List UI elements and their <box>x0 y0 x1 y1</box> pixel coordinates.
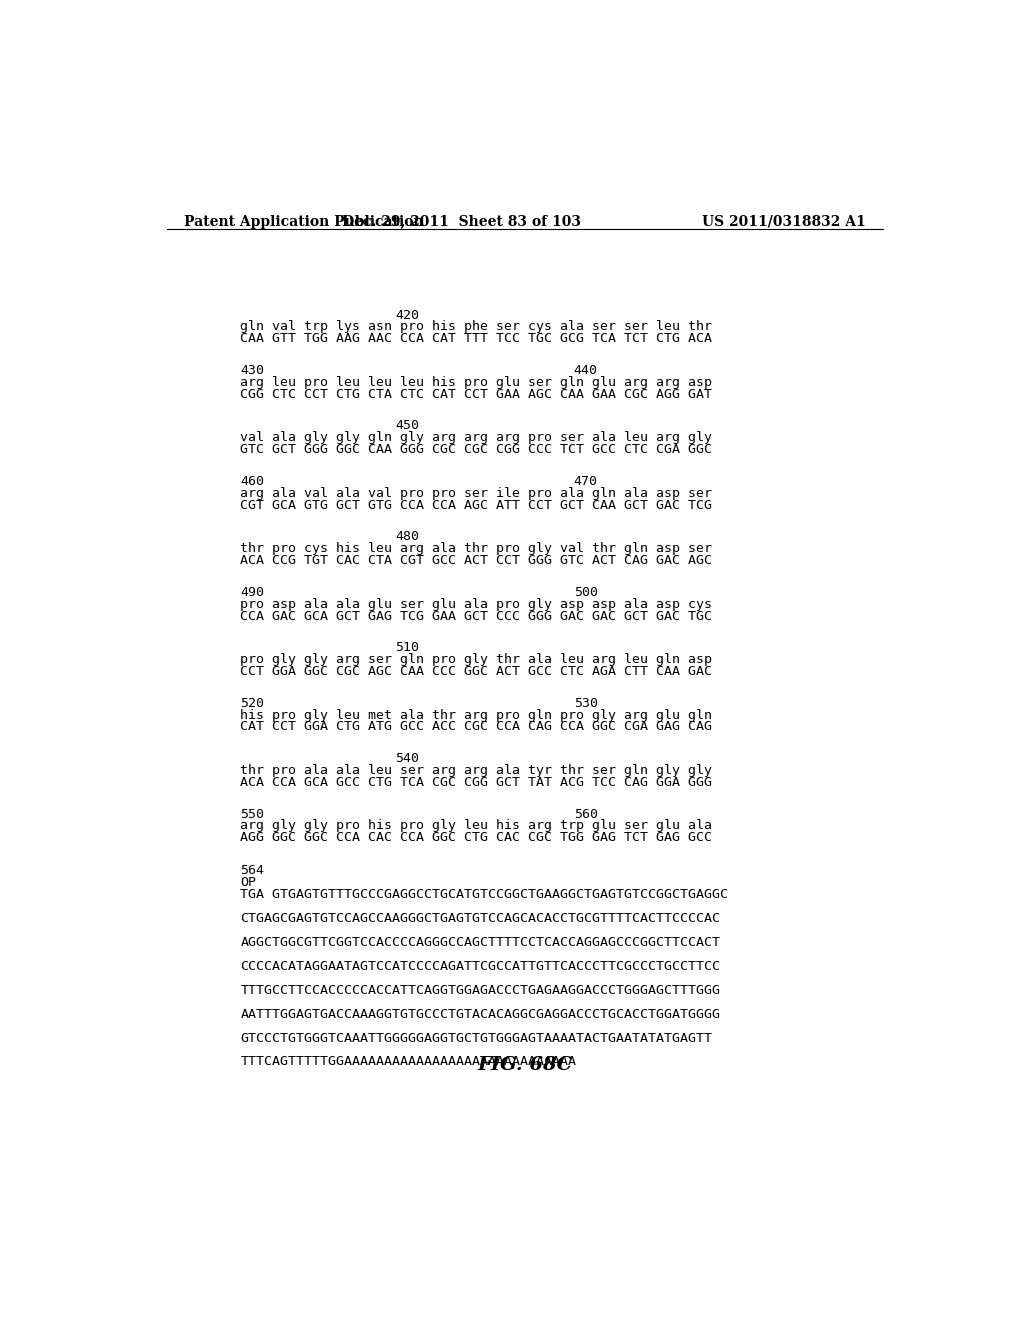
Text: arg gly gly pro his pro gly leu his arg trp glu ser glu ala: arg gly gly pro his pro gly leu his arg … <box>241 820 713 833</box>
Text: CGG CTC CCT CTG CTA CTC CAT CCT GAA AGC CAA GAA CGC AGG GAT: CGG CTC CCT CTG CTA CTC CAT CCT GAA AGC … <box>241 388 713 401</box>
Text: arg leu pro leu leu leu his pro glu ser gln glu arg arg asp: arg leu pro leu leu leu his pro glu ser … <box>241 376 713 389</box>
Text: 500: 500 <box>573 586 598 599</box>
Text: AGGCTGGCGTTCGGTCCACCCCAGGGCCAGCTTTTCCTCACCAGGAGCCCGGCTTCCACT: AGGCTGGCGTTCGGTCCACCCCAGGGCCAGCTTTTCCTCA… <box>241 936 720 949</box>
Text: 550: 550 <box>241 808 264 821</box>
Text: his pro gly leu met ala thr arg pro gln pro gly arg glu gln: his pro gly leu met ala thr arg pro gln … <box>241 709 713 722</box>
Text: thr pro ala ala leu ser arg arg ala tyr thr ser gln gly gly: thr pro ala ala leu ser arg arg ala tyr … <box>241 764 713 777</box>
Text: US 2011/0318832 A1: US 2011/0318832 A1 <box>702 215 866 228</box>
Text: ACA CCA GCA GCC CTG TCA CGC CGG GCT TAT ACG TCC CAG GGA GGG: ACA CCA GCA GCC CTG TCA CGC CGG GCT TAT … <box>241 776 713 789</box>
Text: 430: 430 <box>241 364 264 378</box>
Text: 560: 560 <box>573 808 598 821</box>
Text: CCT GGA GGC CGC AGC CAA CCC GGC ACT GCC CTC AGA CTT CAA GAC: CCT GGA GGC CGC AGC CAA CCC GGC ACT GCC … <box>241 665 713 678</box>
Text: TTTGCCTTCCACCCCCACCATTCAGGTGGAGACCCTGAGAAGGACCCTGGGAGCTTTGGG: TTTGCCTTCCACCCCCACCATTCAGGTGGAGACCCTGAGA… <box>241 983 720 997</box>
Text: pro gly gly arg ser gln pro gly thr ala leu arg leu gln asp: pro gly gly arg ser gln pro gly thr ala … <box>241 653 713 667</box>
Text: arg ala val ala val pro pro ser ile pro ala gln ala asp ser: arg ala val ala val pro pro ser ile pro … <box>241 487 713 500</box>
Text: 470: 470 <box>573 475 598 488</box>
Text: 490: 490 <box>241 586 264 599</box>
Text: gln val trp lys asn pro his phe ser cys ala ser ser leu thr: gln val trp lys asn pro his phe ser cys … <box>241 321 713 334</box>
Text: 440: 440 <box>573 364 598 378</box>
Text: CCCCACATAGGAATAGTCCATCCCCAGATTCGCCATTGTTCACCCTTCGCCCTGCCTTCC: CCCCACATAGGAATAGTCCATCCCCAGATTCGCCATTGTT… <box>241 960 720 973</box>
Text: thr pro cys his leu arg ala thr pro gly val thr gln asp ser: thr pro cys his leu arg ala thr pro gly … <box>241 543 713 556</box>
Text: CTGAGCGAGTGTCCAGCCAAGGGCTGAGTGTCCAGCACACCTGCGTTTTCACTTCCCCAC: CTGAGCGAGTGTCCAGCCAAGGGCTGAGTGTCCAGCACAC… <box>241 912 720 925</box>
Text: 480: 480 <box>395 531 420 544</box>
Text: TGA GTGAGTGTTTGCCCGAGGCCTGCATGTCCGGCTGAAGGCTGAGTGTCCGGCTGAGGC: TGA GTGAGTGTTTGCCCGAGGCCTGCATGTCCGGCTGAA… <box>241 888 728 902</box>
Text: CAT CCT GGA CTG ATG GCC ACC CGC CCA CAG CCA GGC CGA GAG CAG: CAT CCT GGA CTG ATG GCC ACC CGC CCA CAG … <box>241 721 713 734</box>
Text: Dec. 29, 2011  Sheet 83 of 103: Dec. 29, 2011 Sheet 83 of 103 <box>342 215 581 228</box>
Text: AGG GGC GGC CCA CAC CCA GGC CTG CAC CGC TGG GAG TCT GAG GCC: AGG GGC GGC CCA CAC CCA GGC CTG CAC CGC … <box>241 832 713 845</box>
Text: 420: 420 <box>395 309 420 322</box>
Text: 450: 450 <box>395 420 420 433</box>
Text: pro asp ala ala glu ser glu ala pro gly asp asp ala asp cys: pro asp ala ala glu ser glu ala pro gly … <box>241 598 713 611</box>
Text: 460: 460 <box>241 475 264 488</box>
Text: CAA GTT TGG AAG AAC CCA CAT TTT TCC TGC GCG TCA TCT CTG ACA: CAA GTT TGG AAG AAC CCA CAT TTT TCC TGC … <box>241 333 713 346</box>
Text: GTC GCT GGG GGC CAA GGG CGC CGC CGG CCC TCT GCC CTC CGA GGC: GTC GCT GGG GGC CAA GGG CGC CGC CGG CCC … <box>241 444 713 457</box>
Text: val ala gly gly gln gly arg arg arg pro ser ala leu arg gly: val ala gly gly gln gly arg arg arg pro … <box>241 432 713 445</box>
Text: CCA GAC GCA GCT GAG TCG GAA GCT CCC GGG GAC GAC GCT GAC TGC: CCA GAC GCA GCT GAG TCG GAA GCT CCC GGG … <box>241 610 713 623</box>
Text: CGT GCA GTG GCT GTG CCA CCA AGC ATT CCT GCT CAA GCT GAC TCG: CGT GCA GTG GCT GTG CCA CCA AGC ATT CCT … <box>241 499 713 512</box>
Text: OP: OP <box>241 876 256 890</box>
Text: 520: 520 <box>241 697 264 710</box>
Text: TTTCAGTTTTTGGAAAAAAAAAAAAAAAAAAAAAAAAAAAAA: TTTCAGTTTTTGGAAAAAAAAAAAAAAAAAAAAAAAAAAA… <box>241 1056 577 1068</box>
Text: 564: 564 <box>241 865 264 878</box>
Text: ACA CCG TGT CAC CTA CGT GCC ACT CCT GGG GTC ACT CAG GAC AGC: ACA CCG TGT CAC CTA CGT GCC ACT CCT GGG … <box>241 554 713 568</box>
Text: 510: 510 <box>395 642 420 655</box>
Text: AATTTGGAGTGACCAAAGGTGTGCCCTGTACACAGGCGAGGACCCTGCACCTGGATGGGG: AATTTGGAGTGACCAAAGGTGTGCCCTGTACACAGGCGAG… <box>241 1007 720 1020</box>
Text: Patent Application Publication: Patent Application Publication <box>183 215 424 228</box>
Text: 530: 530 <box>573 697 598 710</box>
Text: GTCCCTGTGGGTCAAATTGGGGGAGGTGCTGTGGGAGTAAAATACTGAATATATGAGTT: GTCCCTGTGGGTCAAATTGGGGGAGGTGCTGTGGGAGTAA… <box>241 1032 713 1044</box>
Text: FIG. 68C: FIG. 68C <box>477 1056 572 1074</box>
Text: 540: 540 <box>395 752 420 766</box>
